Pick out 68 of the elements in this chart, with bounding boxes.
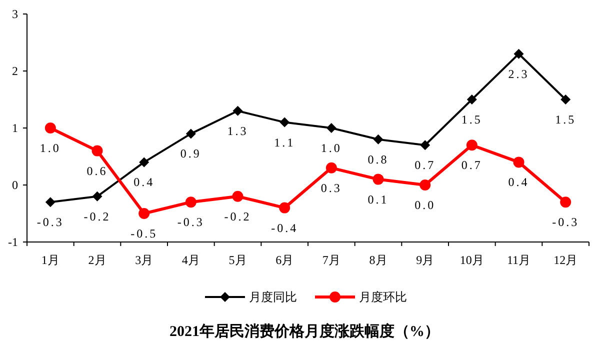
point [279, 202, 290, 214]
point [420, 140, 430, 150]
x-tick-label: 8月 [369, 253, 388, 267]
point [326, 162, 337, 174]
x-tick-label: 12月 [554, 253, 578, 267]
point [45, 197, 56, 208]
legend-label: 月度环比 [359, 290, 407, 304]
x-tick-label: 9月 [416, 253, 434, 267]
point [185, 196, 196, 208]
point [232, 190, 244, 202]
x-tick-label: 5月 [228, 253, 247, 267]
data-label: 0.7 [414, 158, 436, 172]
data-label: -0.3 [36, 215, 64, 230]
x-tick-label: 10月 [460, 253, 484, 267]
data-label: 0.7 [461, 158, 482, 172]
point [44, 122, 56, 134]
data-label: -0.2 [224, 209, 252, 224]
x-tick-label: 2月 [88, 253, 106, 267]
legend-label: 月度同比 [249, 290, 297, 304]
data-label: 1.3 [227, 124, 248, 138]
data-label: -0.3 [177, 215, 204, 230]
data-label: -0.5 [130, 226, 158, 240]
data-label: -0.4 [271, 220, 298, 235]
data-label: -0.3 [552, 215, 580, 230]
point [466, 140, 478, 151]
y-tick-label: 3 [12, 7, 18, 21]
x-tick-label: 7月 [322, 253, 340, 267]
point [466, 94, 477, 104]
text: 2021年居民消费价格月度涨跌幅度（%） [170, 322, 440, 340]
point [420, 180, 431, 190]
point [373, 134, 384, 144]
data-label: 0.9 [180, 146, 202, 161]
point [326, 123, 336, 133]
data-label: 0.8 [368, 152, 389, 166]
y-tick-label: -1 [8, 235, 18, 249]
x-tick-label: 11月 [506, 253, 531, 267]
point [232, 106, 243, 116]
y-tick-label: 1 [12, 121, 18, 135]
x-tick-label: 6月 [276, 253, 294, 267]
data-label: 2.3 [508, 66, 530, 81]
point [139, 157, 150, 168]
y-tick-label: 2 [12, 64, 18, 78]
data-label: 0.3 [320, 180, 342, 195]
data-label: 0.0 [414, 198, 436, 212]
point [92, 191, 102, 202]
x-tick-label: 1月 [41, 253, 60, 267]
point [92, 145, 103, 156]
data-label: 1.0 [320, 141, 342, 155]
x-tick-label: 4月 [182, 253, 200, 267]
point [186, 128, 196, 139]
data-label: -0.2 [84, 209, 111, 224]
data-label: 0.1 [368, 192, 389, 206]
point [560, 196, 572, 208]
y-tick-label: 0 [12, 178, 18, 192]
data-label: 1.0 [40, 141, 61, 155]
data-label: 1.5 [461, 112, 482, 126]
point [280, 117, 290, 128]
point [513, 156, 524, 168]
data-label: 1.5 [555, 112, 576, 126]
data-label: 0.4 [508, 175, 530, 190]
data-label: 0.4 [134, 175, 155, 190]
point [560, 94, 571, 104]
point [372, 174, 384, 185]
point [514, 48, 524, 59]
x-tick-label: 3月 [135, 253, 154, 267]
point [138, 208, 150, 219]
data-label: 1.1 [274, 135, 296, 150]
data-label: 0.6 [86, 164, 108, 178]
